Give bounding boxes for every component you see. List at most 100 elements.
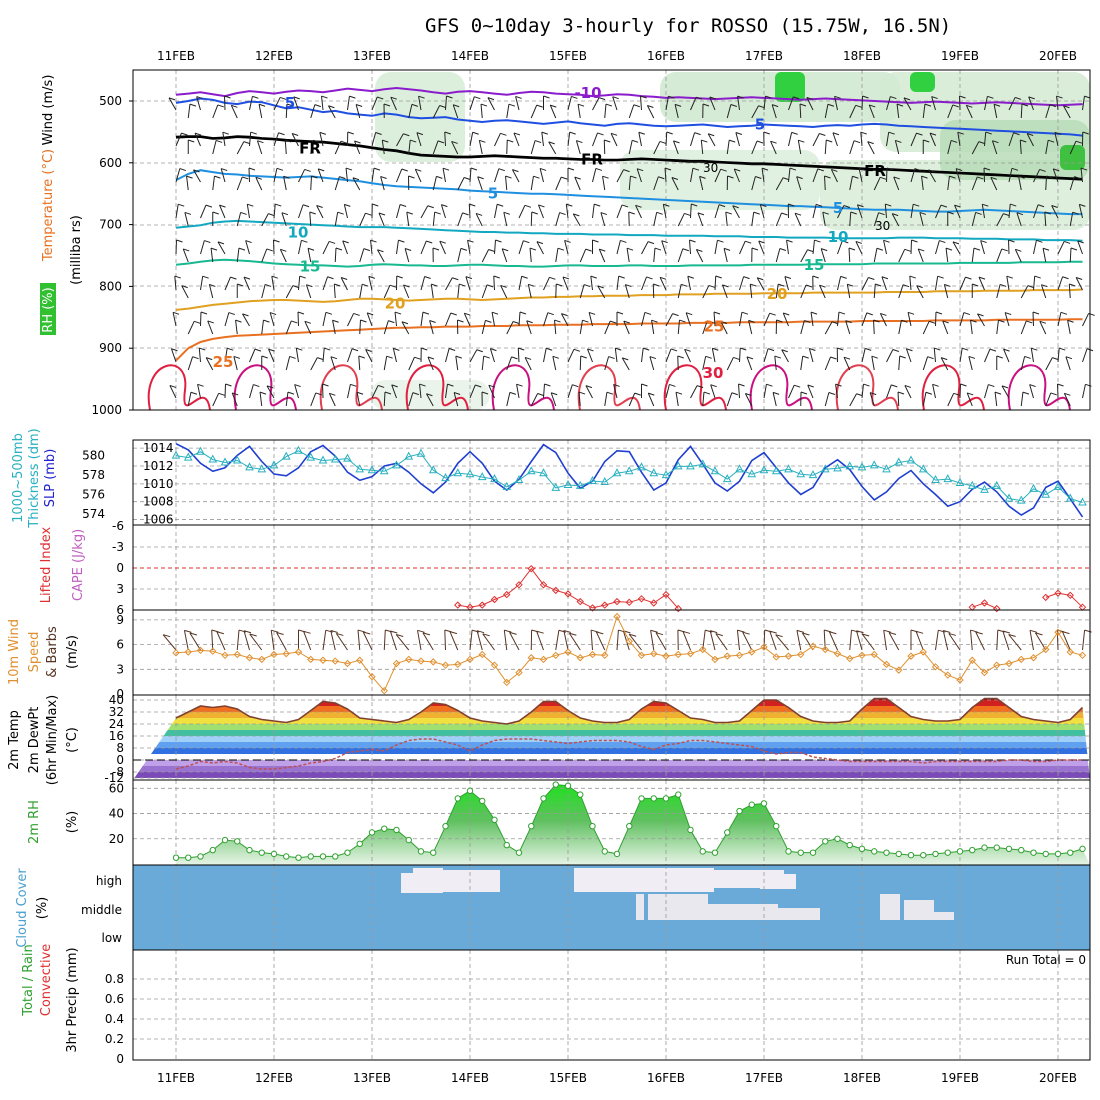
wind-barb [824, 139, 827, 155]
wind-barb [197, 384, 201, 399]
wind-barb [661, 240, 667, 255]
wind-barb [807, 249, 814, 253]
wind-barb [261, 355, 268, 359]
wind-barb [420, 312, 424, 327]
wind-barb [1080, 167, 1088, 171]
wind-barb-10m [828, 631, 838, 651]
wind-barb-10m [915, 631, 924, 651]
wind-barb [1001, 385, 1009, 389]
wind-barb-10m [504, 629, 512, 633]
wind-barb [745, 240, 752, 244]
wind-barb [587, 348, 594, 352]
wind-barb [992, 140, 999, 144]
wind-barb [1078, 204, 1083, 219]
wind-barb [907, 312, 912, 327]
date-label-top: 19FEB [941, 49, 979, 63]
wind-barb [1008, 239, 1015, 243]
wind-barb [690, 385, 698, 399]
wind-speed-marker [919, 648, 927, 656]
wind-barb [898, 284, 904, 299]
wind-barb [849, 211, 852, 227]
wind-barb [977, 313, 984, 317]
wind-barb [861, 384, 864, 399]
wind-barb [828, 392, 836, 395]
wind-barb [406, 211, 413, 215]
wind-barb [1079, 203, 1086, 207]
wind-barb [268, 213, 275, 217]
thickness-marker [551, 482, 561, 491]
rh-marker [773, 822, 780, 830]
thickness-marker [600, 476, 610, 486]
wind-barb [299, 275, 306, 279]
wind-barb-10m [211, 630, 214, 651]
wind-barb [334, 176, 340, 191]
thickness-marker [612, 468, 622, 477]
wind-barb [494, 168, 500, 183]
isotherm-line [175, 288, 1083, 311]
temp-tick: 0 [116, 753, 124, 767]
rh-shade-high [775, 72, 805, 102]
wind-barb [481, 249, 490, 263]
wind-barb-10m [715, 633, 723, 637]
wind-barb [220, 168, 228, 172]
li-tick: 0 [116, 561, 124, 575]
wind-barb [723, 248, 728, 263]
wind-barb-10m [682, 630, 691, 634]
wind-barb-10m [555, 630, 560, 651]
wind-barb [739, 312, 743, 327]
wind-barb [1060, 311, 1068, 315]
wind-barb [189, 103, 197, 107]
wind-barb [671, 177, 679, 191]
wind-barb [342, 240, 349, 244]
wind-barb [677, 248, 684, 263]
wind-barb [710, 384, 716, 399]
rh-marker [197, 853, 204, 860]
wind-barb [261, 284, 266, 299]
wind-barb [356, 392, 361, 407]
wind-barb [959, 312, 965, 327]
cloud-block-middle [934, 912, 954, 920]
isotherm-line-fr [175, 136, 1083, 181]
wind-barb [179, 168, 187, 172]
wind-barb-10m [655, 632, 664, 636]
wind-frame [132, 609, 1091, 696]
wind-barb [800, 356, 804, 371]
wind-barb [766, 383, 773, 387]
wind-barb [598, 97, 606, 101]
wind-barb [176, 239, 183, 243]
wind-barb [1008, 97, 1016, 111]
wind-barb [763, 384, 767, 399]
wind-barb [554, 320, 557, 335]
wind-speed-marker [515, 668, 523, 677]
wind-barb [445, 384, 448, 399]
li-marker [454, 601, 462, 609]
wind-barb [518, 205, 526, 219]
wind-barb [1003, 348, 1010, 363]
wind-barb [965, 276, 972, 280]
wind-barb-10m [396, 633, 404, 637]
wind-barb [789, 167, 797, 171]
wind-barb [246, 204, 250, 219]
wind-barb [892, 349, 900, 353]
wind-barb [340, 277, 348, 291]
isotherm-line [175, 169, 1083, 216]
wind-barb [513, 132, 520, 147]
rh-marker [221, 836, 229, 844]
wind-barb [638, 131, 645, 135]
wind-barb [219, 204, 226, 208]
wind-barb [1082, 384, 1086, 399]
wind-speed-marker [221, 651, 229, 660]
ylabel-2m-rh: 2m RH [27, 800, 42, 844]
warm-contour [1007, 364, 1071, 411]
rh-legend-swatch [40, 283, 56, 335]
wind-barb [585, 248, 592, 252]
wind-speed-marker [233, 650, 241, 659]
wind-barb [517, 347, 520, 363]
wind-barb [455, 356, 459, 371]
wind-barb [537, 393, 544, 397]
wind-barb [541, 132, 544, 147]
wind-barb [250, 131, 257, 135]
wind-barb [478, 140, 483, 155]
wind-barb-10m [422, 632, 434, 651]
wind-barb [475, 213, 483, 227]
